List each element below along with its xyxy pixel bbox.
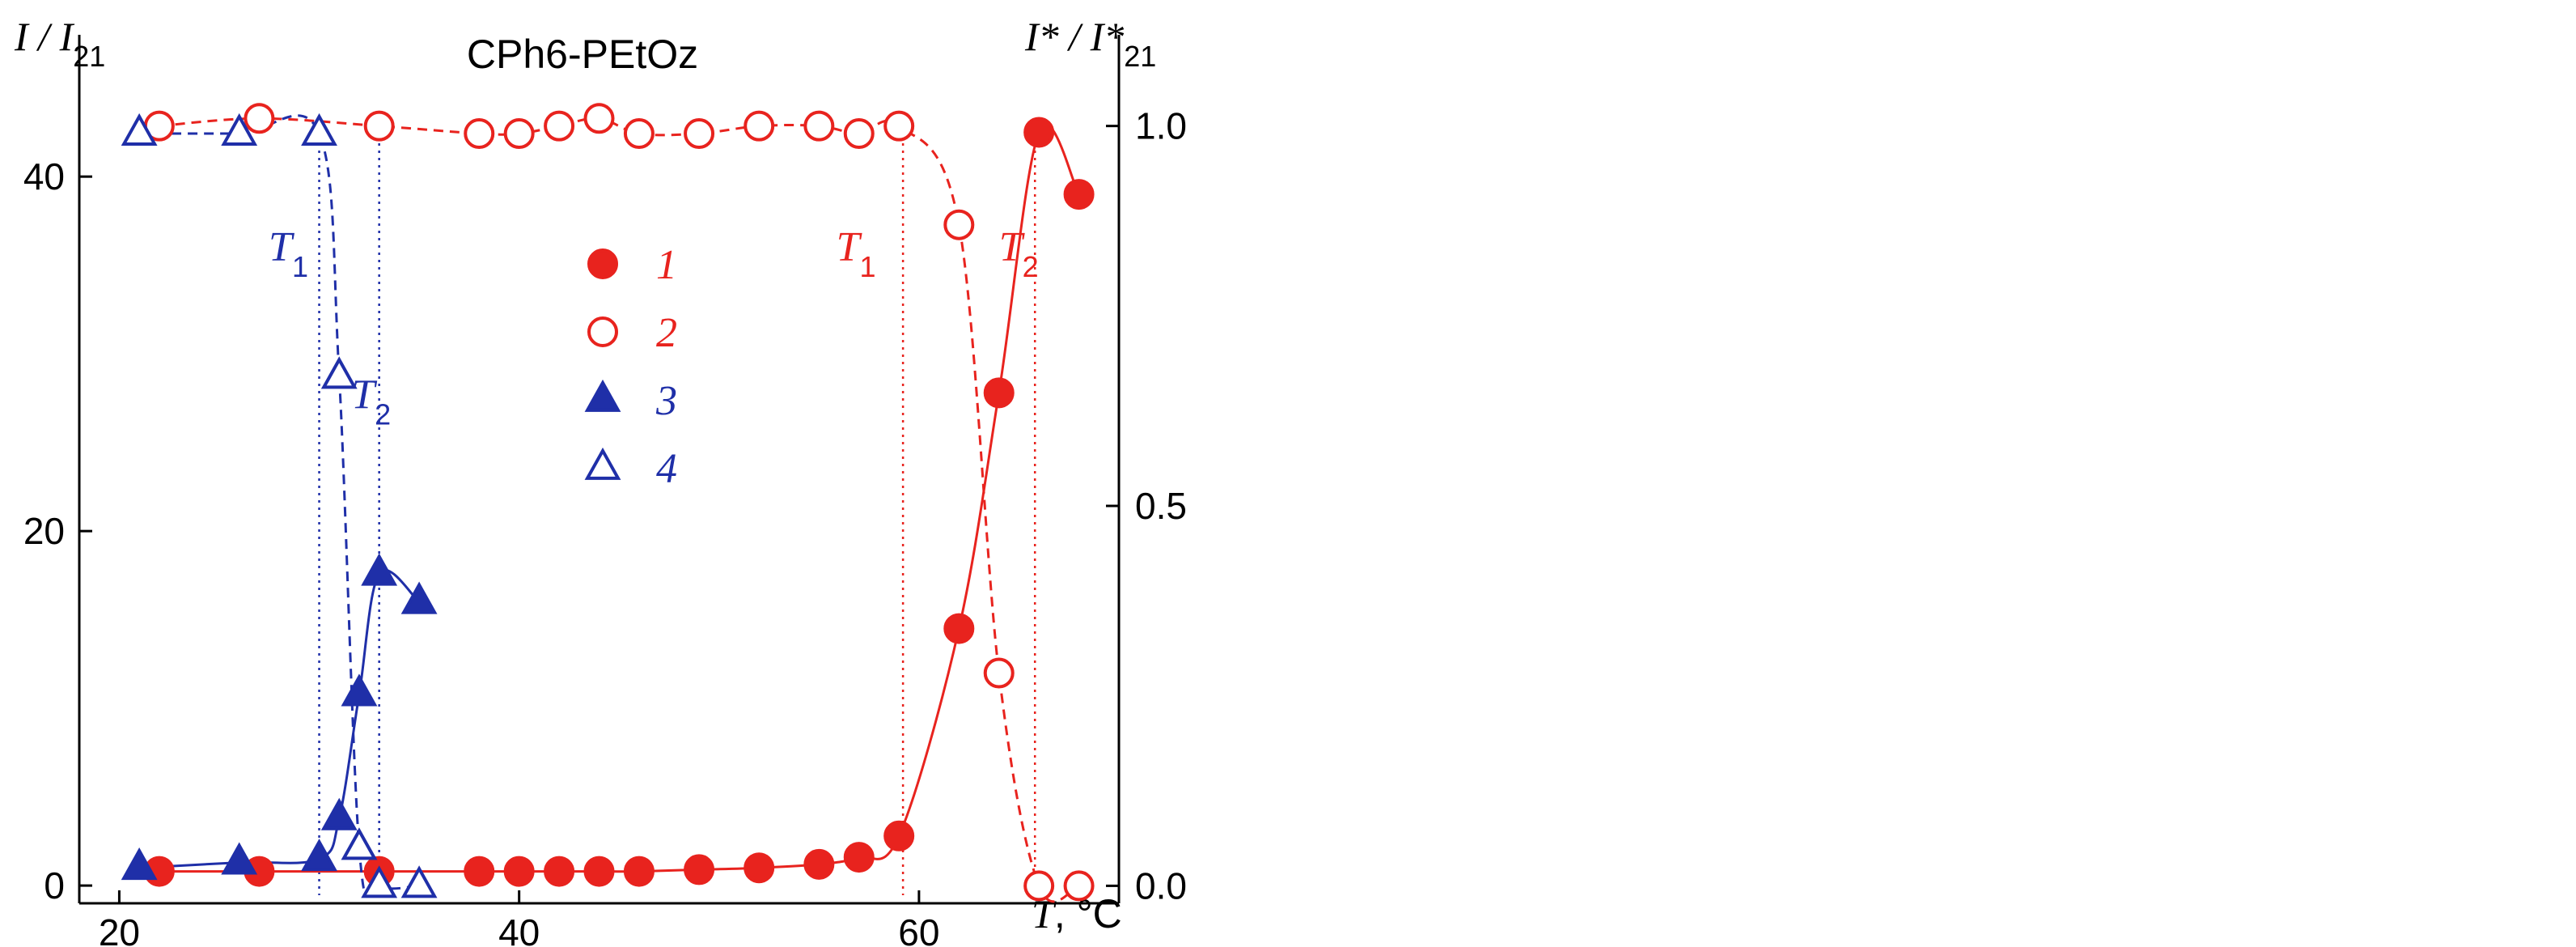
y-left-axis-label: I / I21 — [14, 14, 105, 73]
series-1-point — [503, 856, 535, 887]
series-2-point — [583, 103, 615, 134]
legend-symbol-3 — [584, 379, 621, 412]
legend-label-4: 4 — [656, 446, 677, 492]
series-2-point — [684, 118, 715, 150]
series-2-point — [503, 118, 535, 150]
marker-label-sub: 2 — [1023, 250, 1039, 283]
y-right-label-sub: 21 — [1124, 40, 1156, 73]
series-3-point — [121, 847, 158, 881]
series-3-point — [221, 842, 258, 875]
y-right-label-slash: / — [1059, 14, 1091, 59]
series-1-point — [943, 613, 975, 644]
marker-label-sub: 1 — [292, 250, 308, 283]
y-left-label-den: I — [59, 14, 75, 59]
series-1-point — [983, 377, 1015, 409]
series-1-point — [583, 856, 615, 887]
y-left-label-slash: / — [28, 14, 60, 59]
transition-marker-label: T1 — [837, 224, 876, 283]
series-2-point — [943, 209, 975, 240]
series-1-point — [544, 856, 575, 887]
series-2-point — [244, 103, 275, 134]
series-2-point — [883, 110, 915, 142]
legend-label-2: 2 — [656, 310, 677, 356]
series-2-point — [744, 110, 775, 142]
series-3-line — [139, 568, 421, 869]
y-right-tick-label: 0.0 — [1135, 864, 1187, 907]
marker-label-letter: T — [837, 224, 862, 270]
series-1-point — [803, 848, 835, 880]
x-tick-label: 40 — [498, 911, 540, 947]
x-axis-label-unit: , °C — [1054, 891, 1122, 936]
y-right-tick-label: 1.0 — [1135, 105, 1187, 147]
series-4-point — [301, 113, 337, 146]
series-1-point — [1023, 117, 1055, 148]
series-2-point — [1063, 870, 1095, 902]
chart-title: CPh6-PEtOz — [467, 32, 698, 77]
marker-label-sub: 1 — [860, 250, 876, 283]
series-2-line — [159, 117, 1080, 903]
legend-label-3: 3 — [655, 378, 677, 424]
series-3-point — [301, 839, 337, 872]
legend-label-1: 1 — [656, 242, 677, 288]
y-right-axis-label: I* / I*21 — [1024, 14, 1156, 73]
y-left-tick-label: 0 — [44, 864, 65, 907]
x-tick-label: 20 — [99, 911, 140, 947]
transition-marker-label: T1 — [269, 224, 308, 283]
series-4-point — [341, 827, 378, 860]
series-1-point — [744, 852, 775, 884]
series-4-point — [320, 356, 358, 389]
series-2-point — [843, 118, 875, 150]
y-right-label-num: I* — [1024, 14, 1059, 59]
series-1-point — [843, 842, 875, 873]
series-2-point — [1023, 870, 1055, 902]
chart-panel-left: 20 40 60 0 20 40 0.0 0.5 1.0 I / I21 I* / I*21 T, °… — [14, 14, 1187, 947]
y-left-tick-label: 20 — [23, 510, 65, 552]
series-2-point — [544, 110, 575, 142]
marker-label-sub: 2 — [375, 397, 391, 431]
series-1-point — [464, 856, 495, 887]
series-1-point — [623, 856, 655, 887]
series-1-line — [159, 123, 1080, 873]
legend-symbol-2 — [587, 316, 618, 347]
legend-symbol-1 — [587, 248, 618, 279]
y-left-label-num: I — [14, 14, 30, 59]
series-2-point — [623, 118, 655, 150]
series-3-point — [320, 797, 358, 830]
transition-marker-label: T2 — [351, 372, 391, 431]
series-2-point — [983, 657, 1015, 689]
series-2-point — [803, 110, 835, 142]
series-4-point — [121, 113, 158, 146]
y-right-label-den: I* — [1090, 14, 1125, 59]
series-1-point — [883, 820, 915, 851]
y-right-tick-label: 0.5 — [1135, 485, 1187, 527]
series-3-point — [400, 581, 438, 614]
series-3-point — [341, 673, 378, 707]
x-tick-label: 60 — [898, 911, 939, 947]
series-4-point — [361, 865, 398, 898]
series-1-point — [1063, 179, 1095, 210]
series-2-point — [464, 118, 495, 150]
series-4-point — [400, 865, 438, 898]
y-left-label-sub: 21 — [73, 40, 105, 73]
series-3-point — [361, 553, 398, 586]
series-1-point — [684, 854, 715, 885]
series-4-point — [221, 113, 258, 146]
marker-label-letter: T — [269, 224, 294, 270]
y-left-tick-label: 40 — [23, 155, 65, 197]
legend-symbol-4 — [584, 447, 621, 480]
series-2-point — [363, 110, 395, 142]
marker-label-letter: T — [351, 372, 377, 418]
